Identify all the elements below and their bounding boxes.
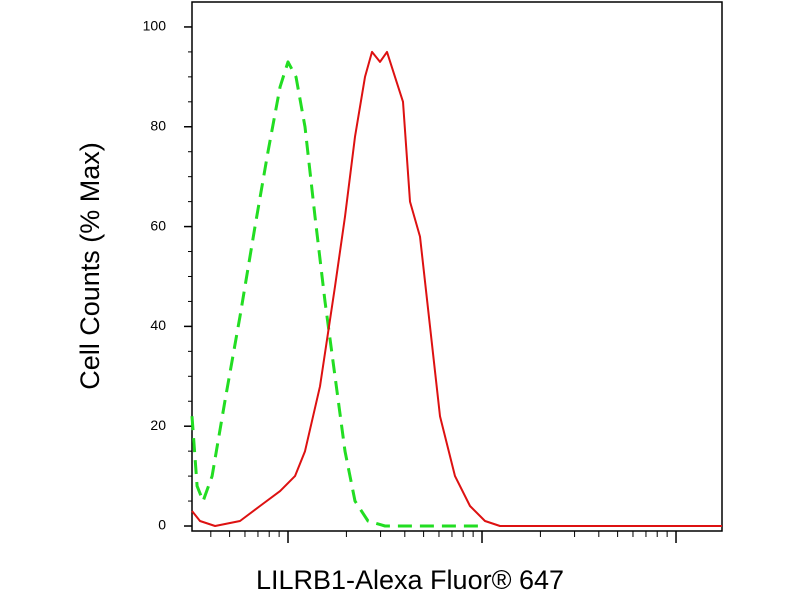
y-tick-label: 60 <box>150 217 166 233</box>
y-tick-label: 0 <box>158 517 166 533</box>
histogram-line <box>190 60 480 528</box>
histogram-line <box>191 50 722 527</box>
y-tick-label: 20 <box>150 417 166 433</box>
y-tick-label: 40 <box>150 317 166 333</box>
x-axis-label: LILRB1-Alexa Fluor® 647 <box>256 565 564 595</box>
y-tick-label: 80 <box>150 117 166 133</box>
y-axis-label: Cell Counts (% Max) <box>75 142 105 390</box>
y-tick-label: 100 <box>143 18 167 34</box>
plot-frame <box>191 1 723 532</box>
